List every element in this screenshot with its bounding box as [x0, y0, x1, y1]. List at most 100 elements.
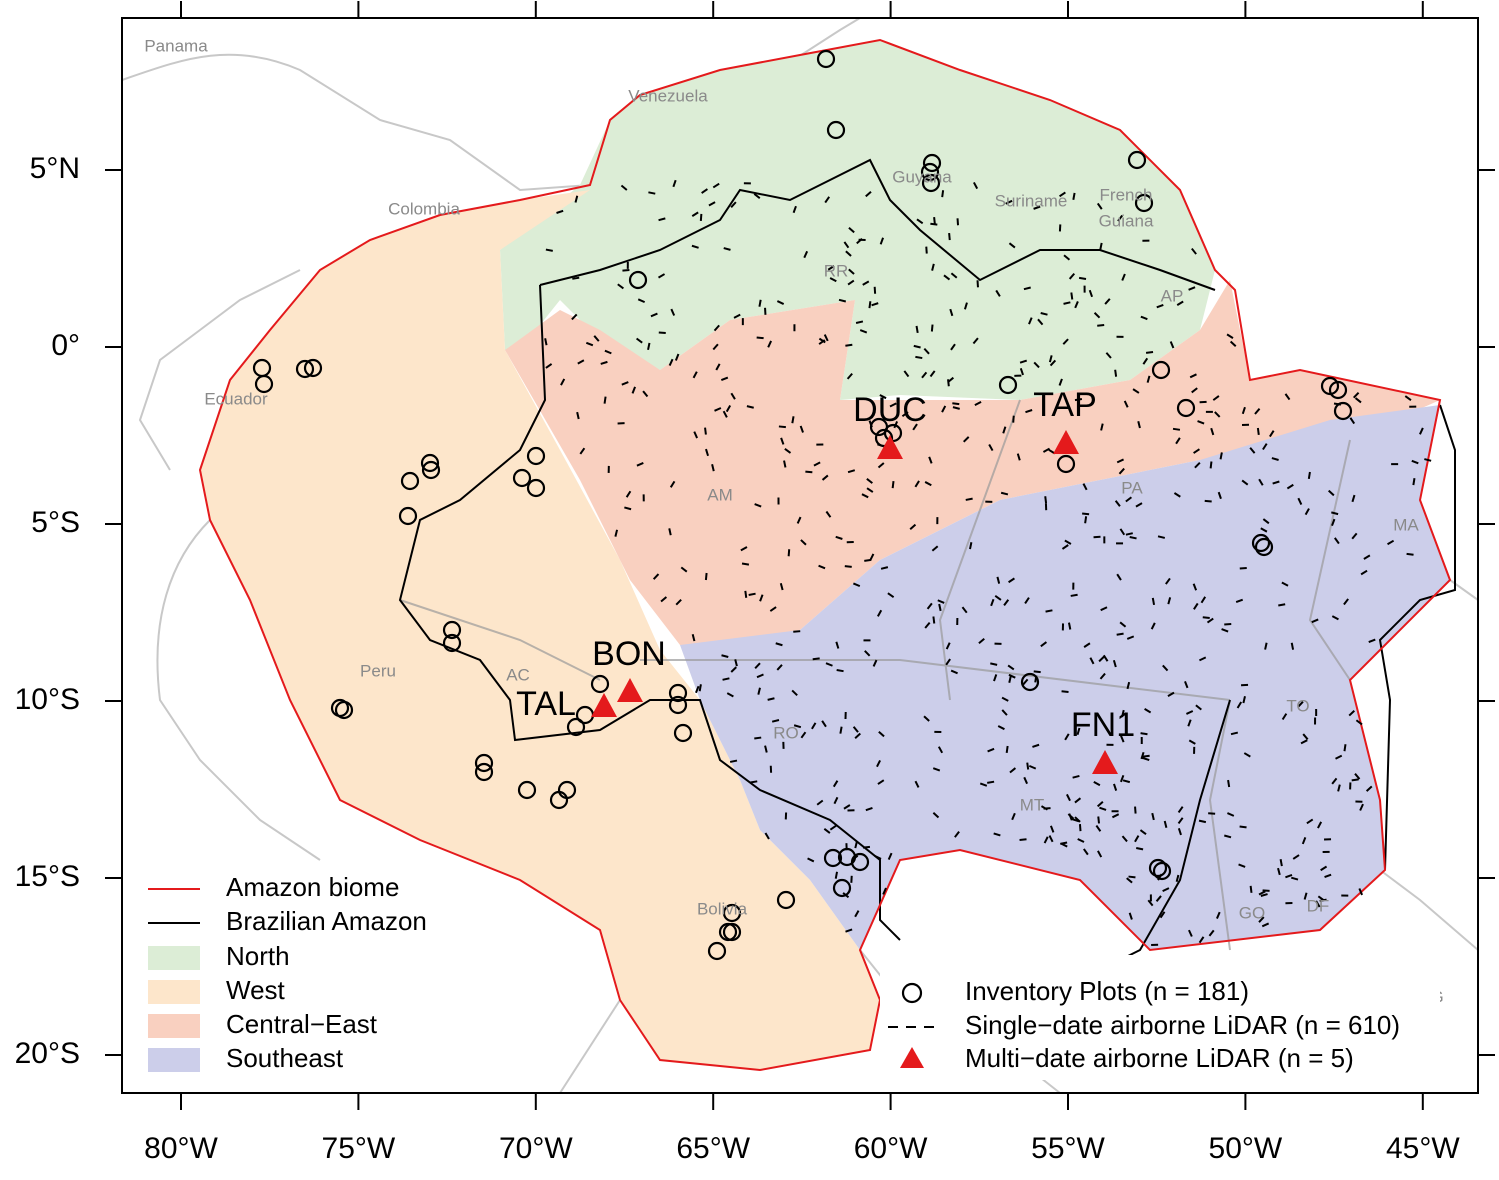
lidar-dash	[836, 872, 837, 879]
lidar-dash	[701, 214, 702, 221]
y-tick-label: 5°N	[30, 152, 80, 185]
lidar-dash	[970, 542, 971, 549]
lidar-dash	[784, 461, 785, 468]
lidar-dash	[1205, 501, 1212, 502]
lidar-dash	[742, 564, 749, 565]
lidar-dash	[1258, 428, 1259, 435]
legend-label: Amazon biome	[226, 872, 399, 902]
lidar-dash	[987, 782, 994, 783]
lidar-dash	[932, 325, 933, 332]
place-label: RO	[773, 723, 799, 742]
lidar-dash	[966, 499, 973, 500]
lidar-dash	[545, 338, 546, 345]
lidar-dash	[1251, 886, 1252, 893]
lidar-dash	[1069, 623, 1070, 630]
lidar-dash	[813, 658, 820, 659]
lidar-dash	[1098, 816, 1099, 823]
lidar-dash	[745, 591, 746, 598]
lidar-dash	[1211, 461, 1212, 468]
lidar-dash	[930, 224, 937, 225]
place-label: Ecuador	[204, 389, 268, 408]
lidar-dash	[845, 345, 852, 346]
lidar-dash	[572, 278, 579, 279]
place-label: Guiana	[1099, 211, 1154, 230]
lidar-dash	[1135, 807, 1136, 814]
x-tick-label: 50°W	[1209, 1132, 1283, 1165]
y-tick-label: 5°S	[31, 506, 80, 539]
place-label: Guyana	[892, 167, 952, 186]
place-label: Colombia	[388, 199, 460, 218]
lidar-dash	[1080, 824, 1081, 831]
place-label: French	[1100, 185, 1153, 204]
lidar-dash	[1100, 243, 1101, 250]
lidar-dash	[1013, 416, 1014, 423]
legend-swatch	[148, 980, 200, 1004]
legend-label: Multi−date airborne LiDAR (n = 5)	[965, 1043, 1354, 1073]
legend-label: Southeast	[226, 1043, 344, 1073]
place-label: AC	[506, 665, 530, 684]
lidar-dash	[1141, 733, 1148, 734]
lidar-dash	[730, 761, 737, 762]
place-label: Peru	[360, 661, 396, 680]
site-label: FN1	[1071, 706, 1135, 744]
lidar-dash	[622, 270, 629, 271]
site-label: BON	[592, 635, 666, 673]
lidar-dash	[1203, 617, 1210, 618]
x-tick-label: 65°W	[676, 1132, 750, 1165]
lidar-dash	[1263, 890, 1270, 891]
legend-label: Central−East	[226, 1009, 378, 1039]
x-tick-label: 75°W	[322, 1132, 396, 1165]
lidar-dash	[1046, 610, 1053, 611]
lidar-dash	[546, 250, 553, 251]
lidar-dash	[1407, 554, 1414, 555]
place-label: RR	[824, 261, 849, 280]
y-tick-label: 15°S	[15, 860, 80, 893]
lidar-dash	[1130, 537, 1137, 538]
lidar-dash	[840, 727, 841, 734]
lidar-dash	[869, 301, 870, 308]
lidar-dash	[1007, 746, 1008, 753]
lidar-dash	[1020, 839, 1027, 840]
place-label: PA	[1121, 478, 1143, 497]
lidar-dash	[648, 192, 655, 193]
lidar-dash	[1136, 848, 1143, 849]
lidar-dash	[605, 397, 606, 404]
y-tick-label: 20°S	[15, 1037, 80, 1070]
lidar-dash	[759, 300, 760, 307]
lidar-dash	[949, 233, 950, 240]
place-label: Panama	[144, 36, 208, 55]
lidar-dash	[789, 549, 790, 556]
x-tick-label: 80°W	[144, 1132, 218, 1165]
lidar-dash	[1309, 472, 1310, 479]
lidar-dash	[1073, 193, 1074, 200]
lidar-dash	[1045, 496, 1046, 503]
lidar-dash	[1034, 671, 1041, 672]
lidar-dash	[1413, 478, 1414, 485]
lidar-dash	[1281, 859, 1282, 866]
site-label: TAP	[1033, 386, 1097, 424]
lidar-dash	[1062, 691, 1069, 692]
y-tick-label: 0°	[51, 329, 80, 362]
lidar-dash	[845, 566, 852, 567]
place-label: MA	[1393, 515, 1419, 534]
lidar-dash	[779, 426, 786, 427]
lidar-dash	[706, 573, 707, 580]
place-label: MT	[1020, 795, 1045, 814]
lidar-dash	[1352, 779, 1359, 780]
lidar-dash	[863, 847, 870, 848]
lidar-dash	[1079, 278, 1086, 279]
place-label: DF	[1307, 896, 1330, 915]
lidar-dash	[1240, 826, 1247, 827]
lidar-dash	[700, 684, 701, 691]
legend-label: West	[226, 975, 286, 1005]
x-tick-label: 60°W	[854, 1132, 928, 1165]
lidar-dash	[915, 357, 922, 358]
lidar-dash	[1115, 370, 1116, 377]
lidar-dash	[1117, 634, 1124, 635]
lidar-dash	[1082, 513, 1089, 514]
place-label: TO	[1286, 696, 1309, 715]
lidar-dash	[933, 617, 934, 624]
lidar-dash	[1228, 780, 1229, 787]
legend-label: Inventory Plots (n = 181)	[965, 976, 1249, 1006]
